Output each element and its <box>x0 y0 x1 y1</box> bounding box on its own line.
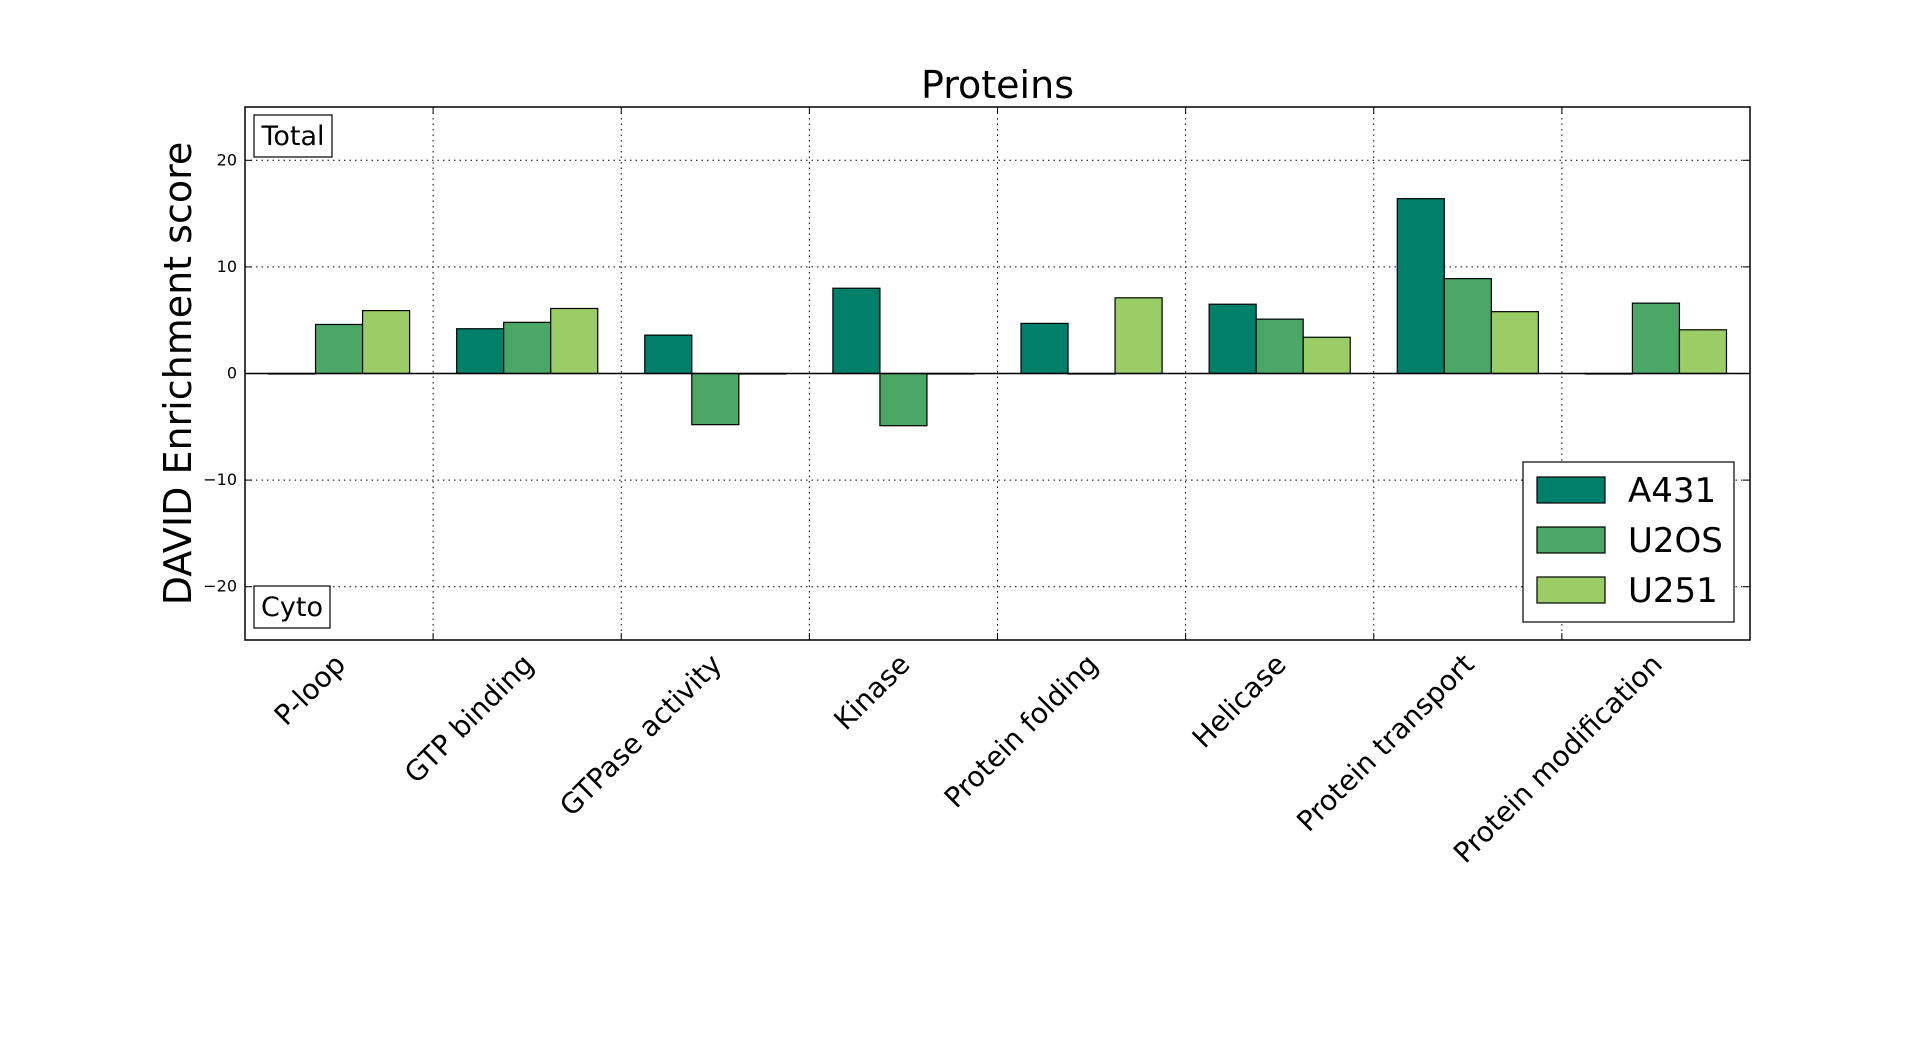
bar-u2os-gtp-binding <box>503 321 552 375</box>
legend-label-u251: U251 <box>1628 571 1718 611</box>
y-tick-label: 0 <box>227 364 237 383</box>
y-tick-label: −10 <box>203 470 237 489</box>
y-tick-label: −20 <box>203 577 237 596</box>
annotation-cyto-box: Cyto <box>253 585 331 629</box>
x-tick-label: Protein folding <box>938 648 1105 815</box>
x-tick-label: Protein transport <box>1290 648 1481 839</box>
bar-u2os-protein-transport <box>1443 278 1492 375</box>
bar-a431-kinase <box>832 287 881 375</box>
annotation-total-frame <box>253 114 333 158</box>
bar-u2os-protein-modification <box>1631 302 1681 375</box>
legend-swatch-u251 <box>1536 576 1606 604</box>
x-tick-label: P-loop <box>268 648 352 732</box>
bar-u251-helicase <box>1302 336 1351 375</box>
y-tick-label: 10 <box>217 257 237 276</box>
x-tick-label: Protein modification <box>1447 648 1669 870</box>
bar-a431-gtp-binding <box>456 328 505 375</box>
bar-u251-p-loop <box>361 310 411 375</box>
bar-u251-protein-folding <box>1114 297 1163 375</box>
x-tick-label: Kinase <box>827 648 916 737</box>
bar-a431-protein-transport <box>1396 198 1445 375</box>
bar-a431-helicase <box>1208 303 1257 375</box>
legend-label-u2os: U2OS <box>1628 521 1723 561</box>
bar-u2os-gtpase-activity <box>691 372 740 426</box>
y-tick-label: 20 <box>217 150 237 169</box>
annotation-total: Total <box>260 121 324 152</box>
labels-layer: −20 −10 0 10 20 P-loop GTP binding GTPase activ… <box>203 150 1669 869</box>
bar-a431-protein-folding <box>1020 322 1069 375</box>
bar-u2os-helicase <box>1255 318 1304 375</box>
legend-label-a431: A431 <box>1628 471 1716 511</box>
legend-items: A431 U2OS U251 <box>1536 471 1723 611</box>
bar-u251-protein-transport <box>1490 311 1539 375</box>
bar-u251-gtp-binding <box>550 307 599 375</box>
x-tick-label: GTPase activity <box>553 648 728 823</box>
annotation-total-box: Total <box>253 114 333 158</box>
legend-swatch-u2os <box>1536 526 1606 554</box>
legend: A431 U2OS U251 <box>1522 461 1735 623</box>
bars-layer <box>267 198 1728 427</box>
annotation-cyto: Cyto <box>261 592 323 623</box>
chart-title: Proteins <box>921 63 1074 107</box>
bar-u2os-p-loop <box>314 323 364 375</box>
ticks-layer <box>245 107 1750 640</box>
x-tick-label: GTP binding <box>398 648 540 790</box>
bar-u2os-kinase <box>879 372 928 427</box>
y-axis-label: DAVID Enrichment score <box>156 142 200 606</box>
annotation-cyto-frame <box>253 585 331 629</box>
legend-swatch-a431 <box>1536 476 1606 504</box>
bar-u251-protein-modification <box>1678 329 1728 375</box>
grid-layer <box>245 107 1750 640</box>
bar-a431-gtpase-activity <box>644 334 693 375</box>
x-tick-label: Helicase <box>1186 648 1293 755</box>
